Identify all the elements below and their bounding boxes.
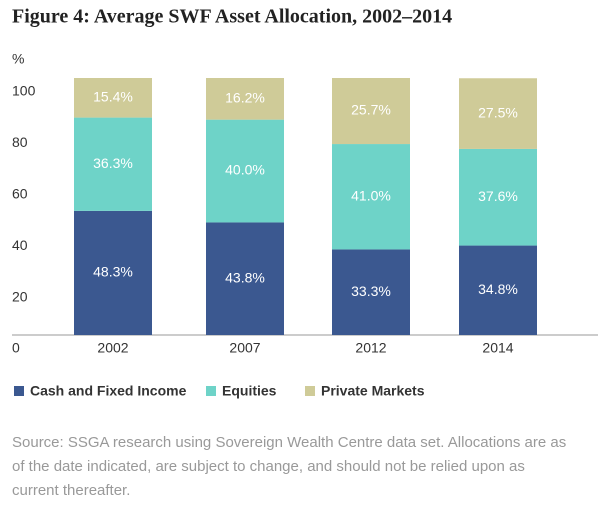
bar-segment xyxy=(206,222,284,335)
chart-title: Figure 4: Average SWF Asset Allocation, … xyxy=(12,6,452,28)
y-tick-label: 60 xyxy=(12,186,28,202)
y-tick-label: 100 xyxy=(12,83,36,99)
source-line: Source: SSGA research using Sovereign We… xyxy=(12,434,566,451)
bar-segment xyxy=(459,148,537,246)
bar-segment xyxy=(459,245,537,335)
x-tick-label: 2014 xyxy=(482,340,513,356)
bar-segment xyxy=(206,119,284,223)
y-tick-label: 40 xyxy=(12,237,28,253)
y-tick-label: 80 xyxy=(12,134,28,150)
legend-swatch xyxy=(305,386,315,396)
source-line: current thereafter. xyxy=(12,482,130,499)
x-tick-label: 2007 xyxy=(229,340,260,356)
bar-segment xyxy=(206,78,284,120)
value-label: 27.5% xyxy=(478,104,518,120)
value-label: 37.6% xyxy=(478,188,518,204)
value-label: 34.8% xyxy=(478,281,518,297)
bar-segment xyxy=(74,78,152,118)
legend-label: Cash and Fixed Income xyxy=(30,383,187,399)
bar-segment xyxy=(74,210,152,335)
value-label: 48.3% xyxy=(93,264,133,280)
legend-label: Private Markets xyxy=(321,383,425,399)
value-label: 33.3% xyxy=(351,283,391,299)
value-label: 36.3% xyxy=(93,155,133,171)
bar-segment xyxy=(332,249,410,335)
legend-label: Equities xyxy=(222,383,277,399)
value-label: 25.7% xyxy=(351,102,391,118)
bar-segment xyxy=(459,78,537,149)
y-tick-label: 0 xyxy=(12,340,20,356)
value-label: 40.0% xyxy=(225,162,265,178)
y-axis-label: % xyxy=(12,51,24,67)
value-label: 43.8% xyxy=(225,269,265,285)
x-tick-label: 2012 xyxy=(355,340,386,356)
source-line: of the date indicated, are subject to ch… xyxy=(12,458,525,475)
x-tick-label: 2002 xyxy=(97,340,128,356)
value-label: 41.0% xyxy=(351,187,391,203)
y-tick-label: 20 xyxy=(12,288,28,304)
bar-segment xyxy=(332,144,410,250)
value-label: 15.4% xyxy=(93,88,133,104)
value-label: 16.2% xyxy=(225,90,265,106)
legend-swatch xyxy=(206,386,216,396)
legend-swatch xyxy=(14,386,24,396)
bar-segment xyxy=(332,78,410,145)
bar-segment xyxy=(74,117,152,211)
